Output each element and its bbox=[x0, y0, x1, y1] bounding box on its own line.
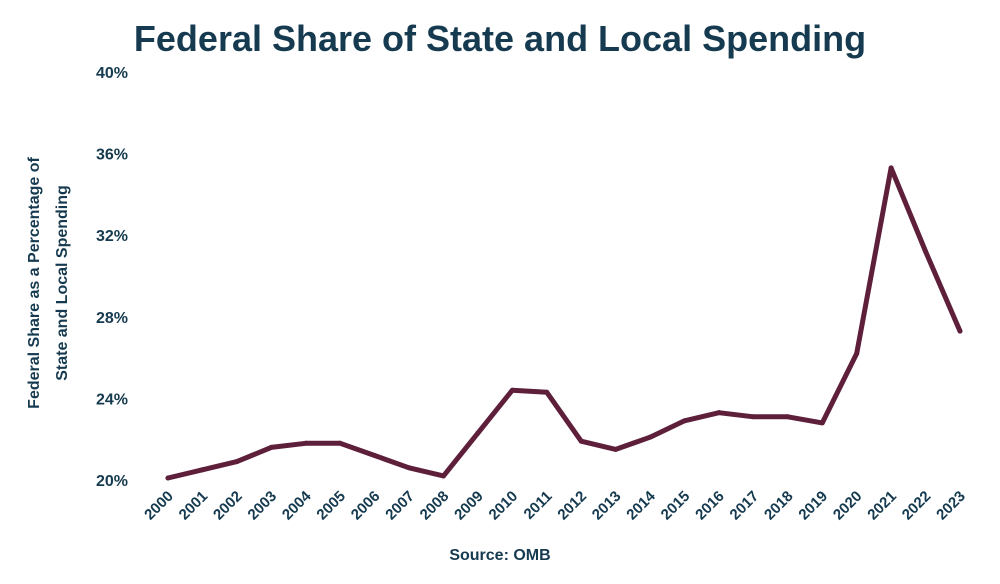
x-tick-label: 2018 bbox=[761, 488, 797, 524]
x-tick-label: 2009 bbox=[451, 488, 487, 524]
x-tick-label: 2004 bbox=[279, 487, 315, 523]
x-tick-label: 2010 bbox=[486, 488, 522, 524]
x-tick-label: 2005 bbox=[313, 488, 349, 524]
chart-title: Federal Share of State and Local Spendin… bbox=[133, 18, 867, 59]
x-tick-label: 2002 bbox=[210, 488, 246, 524]
data-point bbox=[923, 249, 929, 255]
y-axis-label: Federal Share as a Percentage of State a… bbox=[26, 156, 71, 408]
source-note: Source: OMB bbox=[449, 547, 551, 564]
data-point bbox=[337, 440, 343, 446]
series-layer bbox=[165, 165, 963, 481]
x-tick-label: 2017 bbox=[727, 488, 763, 524]
data-point bbox=[303, 440, 309, 446]
x-tick-label: 2006 bbox=[348, 488, 384, 524]
x-tick-label: 2013 bbox=[589, 488, 625, 524]
y-axis-ticks: 20% 24% 28% 32% 36% 40% bbox=[96, 65, 128, 490]
data-point bbox=[165, 475, 171, 481]
x-tick-label: 2012 bbox=[554, 488, 590, 524]
data-point bbox=[475, 430, 481, 436]
data-point bbox=[682, 418, 688, 424]
x-tick-label: 2022 bbox=[899, 488, 935, 524]
data-point bbox=[819, 420, 825, 426]
data-point bbox=[647, 434, 653, 440]
x-tick-label: 2020 bbox=[830, 488, 866, 524]
x-tick-label: 2011 bbox=[521, 488, 556, 523]
data-point bbox=[785, 414, 791, 420]
y-tick-label: 40% bbox=[96, 65, 128, 82]
x-tick-label: 2016 bbox=[692, 488, 728, 524]
data-point bbox=[372, 453, 378, 459]
y-tick-label: 20% bbox=[96, 473, 128, 490]
data-point bbox=[509, 387, 515, 393]
y-tick-label: 28% bbox=[96, 310, 128, 327]
data-point bbox=[613, 446, 619, 452]
x-axis-ticks: 2000200120022003200420052006200720082009… bbox=[141, 487, 969, 523]
data-point bbox=[888, 165, 894, 171]
x-tick-label: 2001 bbox=[176, 488, 212, 524]
data-point bbox=[440, 473, 446, 479]
data-point bbox=[716, 410, 722, 416]
series-line bbox=[165, 165, 963, 481]
y-axis-label-line-1: Federal Share as a Percentage of bbox=[26, 156, 43, 408]
x-tick-label: 2008 bbox=[417, 488, 453, 524]
y-axis-label-line-2: State and Local Spending bbox=[54, 185, 71, 381]
x-tick-label: 2021 bbox=[864, 488, 900, 524]
data-point bbox=[544, 389, 550, 395]
y-tick-label: 32% bbox=[96, 228, 128, 245]
data-point bbox=[268, 444, 274, 450]
x-tick-label: 2014 bbox=[623, 487, 659, 523]
y-tick-label: 36% bbox=[96, 147, 128, 164]
data-point bbox=[406, 465, 412, 471]
x-tick-label: 2023 bbox=[933, 488, 969, 524]
data-point bbox=[854, 351, 860, 357]
data-point bbox=[578, 438, 584, 444]
data-point bbox=[234, 459, 240, 465]
x-tick-label: 2019 bbox=[795, 488, 831, 524]
x-tick-label: 2015 bbox=[658, 488, 694, 524]
y-tick-label: 24% bbox=[96, 391, 128, 408]
x-tick-label: 2003 bbox=[245, 488, 281, 524]
data-point bbox=[199, 467, 205, 473]
x-tick-label: 2000 bbox=[141, 488, 177, 524]
data-point bbox=[957, 328, 963, 334]
data-point bbox=[750, 414, 756, 420]
x-tick-label: 2007 bbox=[382, 488, 418, 524]
